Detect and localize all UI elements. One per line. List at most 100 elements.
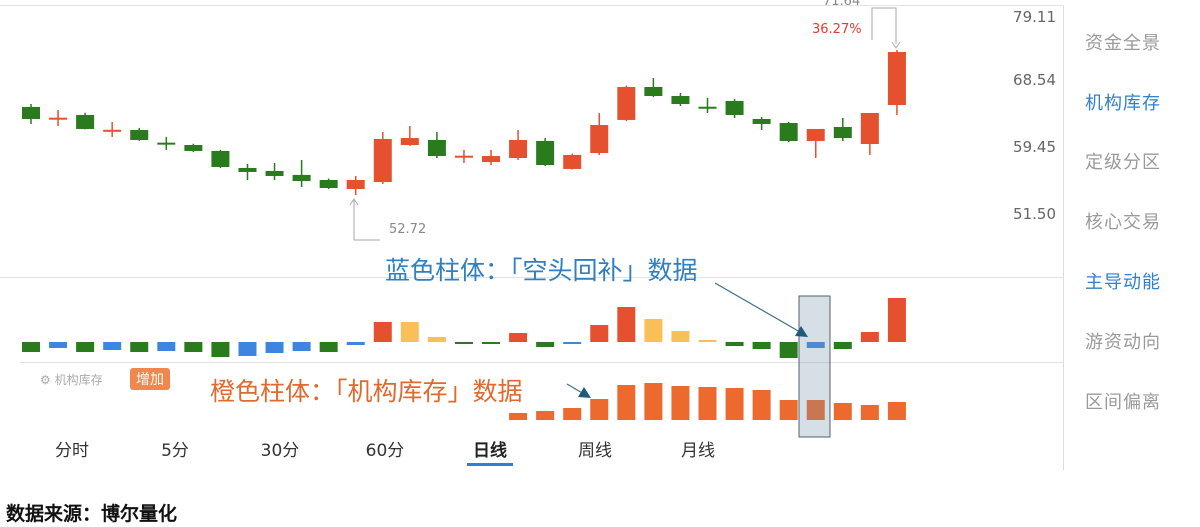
momentum-bar [238, 342, 257, 356]
inventory-bar [590, 399, 609, 420]
inventory-bar [563, 408, 582, 420]
inventory-bar [860, 405, 879, 420]
momentum-bar [427, 337, 446, 342]
sidebar-item[interactable]: 定级分区 [1085, 152, 1161, 173]
momentum-bar [617, 307, 636, 342]
arrow-head-icon [578, 387, 591, 398]
candle-body [157, 142, 176, 145]
candle-body [319, 179, 338, 189]
momentum-bar [292, 342, 311, 351]
candle-body [482, 156, 501, 162]
annotation-arrow-line [714, 282, 801, 333]
candle-body [265, 170, 284, 176]
inventory-bar [617, 385, 636, 420]
momentum-bar [644, 319, 663, 342]
candle-body [238, 167, 257, 172]
subchart-divider [20, 362, 1063, 363]
low-leader-line [353, 200, 380, 241]
candle-body [184, 144, 203, 151]
inventory-bar [698, 387, 717, 420]
candle-body [563, 154, 582, 169]
momentum-bar [806, 342, 825, 348]
candle-body [373, 139, 392, 183]
candle-body [211, 150, 230, 167]
momentum-bar [509, 333, 528, 342]
momentum-bar [319, 342, 338, 352]
momentum-bar [482, 342, 501, 344]
arrow-icon [891, 41, 901, 49]
candle-body [671, 95, 690, 105]
candle-body [887, 52, 906, 105]
momentum-bar [833, 342, 852, 349]
price-chart-bottom-divider [0, 277, 1063, 278]
sidebar-item[interactable]: 机构库存 [1085, 93, 1161, 114]
inventory-bar [779, 400, 798, 420]
inventory-bar [833, 403, 852, 420]
sidebar-divider [1063, 5, 1064, 470]
price-axis-label: 68.54 [1013, 71, 1056, 89]
momentum-bar [211, 342, 230, 357]
candle-body [346, 179, 365, 189]
tab[interactable]: 30分 [260, 441, 300, 461]
increase-badge[interactable]: 增加 [130, 368, 170, 390]
candle-body [833, 126, 852, 139]
momentum-bar [184, 342, 203, 352]
tab[interactable]: 分时 [55, 441, 89, 461]
candle-body [509, 139, 528, 158]
candle-body [76, 114, 95, 129]
inventory-bar [644, 383, 663, 420]
tab[interactable]: 60分 [365, 441, 405, 461]
momentum-bar [346, 342, 365, 345]
candle-body [806, 128, 825, 141]
candle-body [698, 106, 717, 109]
arrow-icon [349, 198, 359, 206]
sidebar-item[interactable]: 主导动能 [1085, 272, 1161, 293]
candle-body [292, 174, 311, 181]
momentum-bar [698, 340, 717, 342]
candle-body [427, 139, 446, 157]
top-border [0, 5, 1063, 6]
orange-bar-annotation: 橙色柱体：「机构库存」数据 [210, 377, 523, 406]
momentum-bar [590, 325, 609, 342]
tab[interactable]: 周线 [578, 441, 612, 461]
kline-chart [22, 7, 906, 438]
sidebar-item[interactable]: 游资动向 [1085, 332, 1161, 353]
high-leader-line [871, 7, 897, 44]
momentum-bar [76, 342, 95, 352]
tab[interactable]: 5分 [161, 441, 189, 461]
momentum-bar [725, 342, 744, 346]
momentum-bar [373, 322, 392, 342]
momentum-bar [157, 342, 176, 351]
high-change-label: 36.27% [812, 22, 862, 37]
tab[interactable]: 月线 [681, 441, 715, 461]
candle-body [536, 140, 555, 166]
footer-source: 数据来源：博尔量化 [6, 503, 178, 525]
indicator-selector[interactable]: ⚙ 机构库存 [40, 371, 103, 388]
candle-body [103, 129, 122, 132]
gear-icon: ⚙ [40, 373, 51, 387]
candle-body [617, 87, 636, 120]
sidebar-item[interactable]: 核心交易 [1085, 212, 1161, 233]
arrow-head-icon [795, 326, 808, 337]
candle-body [860, 113, 879, 145]
high-price-label: 71.64 [823, 0, 861, 9]
tab-active[interactable]: 日线 [467, 436, 513, 466]
low-price-label: 52.72 [389, 222, 427, 237]
sidebar-item[interactable]: 区间偏离 [1085, 392, 1161, 413]
blue-bar-annotation: 蓝色柱体：「空头回补」数据 [385, 256, 698, 285]
momentum-bar [752, 342, 771, 349]
momentum-bar [779, 342, 798, 358]
candle-body [22, 106, 40, 119]
momentum-bar [103, 342, 122, 350]
momentum-bar [400, 322, 419, 342]
inventory-bar [725, 388, 744, 420]
candle-body [400, 138, 419, 145]
sidebar-item[interactable]: 资金全景 [1085, 33, 1161, 54]
momentum-bar [130, 342, 149, 352]
inventory-bar [509, 413, 528, 420]
momentum-bar [887, 298, 906, 342]
price-axis-label: 59.45 [1013, 138, 1056, 156]
inventory-bar [887, 402, 906, 420]
candle-body [454, 155, 473, 158]
candle-body [49, 117, 68, 120]
